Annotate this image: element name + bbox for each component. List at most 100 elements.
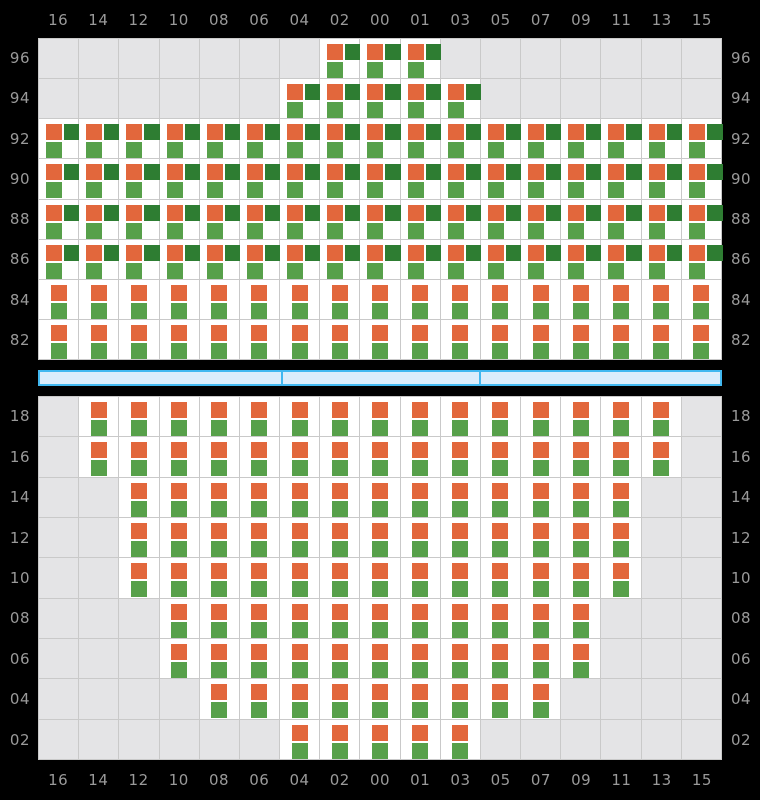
- seat-cell-10-11[interactable]: [601, 558, 641, 598]
- seat-cell-08-07[interactable]: [521, 598, 561, 638]
- seat-cell-84-04[interactable]: [280, 279, 320, 319]
- seat-cell-10-08[interactable]: [199, 558, 239, 598]
- seat-cell-88-01[interactable]: [400, 199, 442, 239]
- seat-cell-86-13[interactable]: [641, 239, 683, 279]
- seat-cell-08-06[interactable]: [239, 598, 280, 638]
- seat-cell-14-06[interactable]: [239, 477, 280, 517]
- seat-cell-86-10[interactable]: [159, 239, 201, 279]
- seat-cell-92-01[interactable]: [400, 119, 442, 159]
- seat-cell-92-07[interactable]: [521, 119, 563, 159]
- seat-cell-16-05[interactable]: [480, 437, 521, 477]
- seat-cell-84-01[interactable]: [400, 279, 440, 319]
- seat-cell-88-09[interactable]: [561, 199, 603, 239]
- seat-cell-82-08[interactable]: [199, 319, 239, 359]
- seat-cell-14-09[interactable]: [561, 477, 601, 517]
- seat-cell-12-11[interactable]: [601, 517, 641, 558]
- seat-cell-92-03[interactable]: [440, 119, 482, 159]
- seat-cell-16-10[interactable]: [159, 437, 199, 477]
- seat-cell-94-02[interactable]: [320, 79, 362, 119]
- seat-cell-84-16[interactable]: [39, 279, 79, 319]
- seat-cell-84-15[interactable]: [681, 279, 721, 319]
- seat-cell-16-08[interactable]: [199, 437, 239, 477]
- seat-cell-12-05[interactable]: [480, 517, 521, 558]
- seat-cell-18-05[interactable]: [480, 397, 521, 437]
- seat-cell-86-02[interactable]: [320, 239, 362, 279]
- seat-cell-08-02[interactable]: [320, 598, 360, 638]
- seat-cell-88-08[interactable]: [199, 199, 241, 239]
- seat-cell-88-06[interactable]: [239, 199, 281, 239]
- seat-cell-12-00[interactable]: [360, 517, 400, 558]
- seat-cell-84-14[interactable]: [79, 279, 119, 319]
- seat-cell-82-00[interactable]: [360, 319, 400, 359]
- seat-cell-18-00[interactable]: [360, 397, 400, 437]
- seat-cell-92-02[interactable]: [320, 119, 362, 159]
- seat-cell-88-04[interactable]: [280, 199, 322, 239]
- seat-cell-16-11[interactable]: [601, 437, 641, 477]
- seat-cell-82-04[interactable]: [280, 319, 320, 359]
- divider-segment-2[interactable]: [280, 372, 480, 384]
- seat-cell-90-02[interactable]: [320, 159, 362, 199]
- seat-cell-92-04[interactable]: [280, 119, 322, 159]
- seat-cell-14-10[interactable]: [159, 477, 199, 517]
- seat-cell-10-12[interactable]: [119, 558, 159, 598]
- seat-cell-82-14[interactable]: [79, 319, 119, 359]
- seat-cell-16-07[interactable]: [521, 437, 561, 477]
- seat-cell-14-12[interactable]: [119, 477, 159, 517]
- seat-cell-06-08[interactable]: [199, 638, 239, 679]
- seat-cell-16-12[interactable]: [119, 437, 159, 477]
- seat-cell-84-09[interactable]: [561, 279, 601, 319]
- seat-cell-10-01[interactable]: [400, 558, 440, 598]
- seat-cell-12-10[interactable]: [159, 517, 199, 558]
- seat-cell-10-07[interactable]: [521, 558, 561, 598]
- seat-cell-06-05[interactable]: [480, 638, 521, 679]
- seat-cell-14-02[interactable]: [320, 477, 360, 517]
- seat-cell-12-04[interactable]: [280, 517, 320, 558]
- seat-cell-82-02[interactable]: [320, 319, 360, 359]
- seat-cell-06-10[interactable]: [159, 638, 199, 679]
- seat-cell-16-04[interactable]: [280, 437, 320, 477]
- seat-cell-90-07[interactable]: [521, 159, 563, 199]
- seat-cell-82-03[interactable]: [440, 319, 480, 359]
- seat-cell-16-01[interactable]: [400, 437, 440, 477]
- seat-cell-84-02[interactable]: [320, 279, 360, 319]
- seat-cell-92-09[interactable]: [561, 119, 603, 159]
- seat-cell-02-03[interactable]: [440, 719, 480, 759]
- seat-cell-82-05[interactable]: [480, 319, 521, 359]
- seat-cell-04-03[interactable]: [440, 679, 480, 719]
- seat-cell-82-09[interactable]: [561, 319, 601, 359]
- seat-cell-86-00[interactable]: [360, 239, 402, 279]
- seat-cell-90-09[interactable]: [561, 159, 603, 199]
- seat-cell-82-07[interactable]: [521, 319, 561, 359]
- seat-cell-84-13[interactable]: [641, 279, 681, 319]
- seat-cell-88-05[interactable]: [480, 199, 522, 239]
- seat-cell-12-06[interactable]: [239, 517, 280, 558]
- seat-cell-04-08[interactable]: [199, 679, 239, 719]
- seat-cell-18-13[interactable]: [641, 397, 681, 437]
- seat-cell-08-08[interactable]: [199, 598, 239, 638]
- seat-cell-90-00[interactable]: [360, 159, 402, 199]
- seat-cell-84-05[interactable]: [480, 279, 521, 319]
- seat-cell-86-07[interactable]: [521, 239, 563, 279]
- seat-cell-18-07[interactable]: [521, 397, 561, 437]
- seat-cell-02-01[interactable]: [400, 719, 440, 759]
- seat-cell-14-08[interactable]: [199, 477, 239, 517]
- seat-cell-82-16[interactable]: [39, 319, 79, 359]
- seat-cell-06-07[interactable]: [521, 638, 561, 679]
- seat-cell-90-14[interactable]: [79, 159, 121, 199]
- seat-cell-04-01[interactable]: [400, 679, 440, 719]
- seat-cell-92-14[interactable]: [79, 119, 121, 159]
- seat-cell-12-01[interactable]: [400, 517, 440, 558]
- seat-cell-92-16[interactable]: [39, 119, 80, 159]
- seat-cell-84-08[interactable]: [199, 279, 239, 319]
- seat-cell-90-11[interactable]: [601, 159, 643, 199]
- seat-cell-10-02[interactable]: [320, 558, 360, 598]
- seat-cell-82-01[interactable]: [400, 319, 440, 359]
- seat-cell-88-02[interactable]: [320, 199, 362, 239]
- segmented-divider-bar[interactable]: [38, 370, 722, 386]
- seat-cell-86-06[interactable]: [239, 239, 281, 279]
- seat-cell-18-11[interactable]: [601, 397, 641, 437]
- seat-cell-90-16[interactable]: [39, 159, 80, 199]
- seat-cell-82-06[interactable]: [239, 319, 280, 359]
- seat-cell-12-02[interactable]: [320, 517, 360, 558]
- seat-grid-lower[interactable]: [38, 396, 722, 760]
